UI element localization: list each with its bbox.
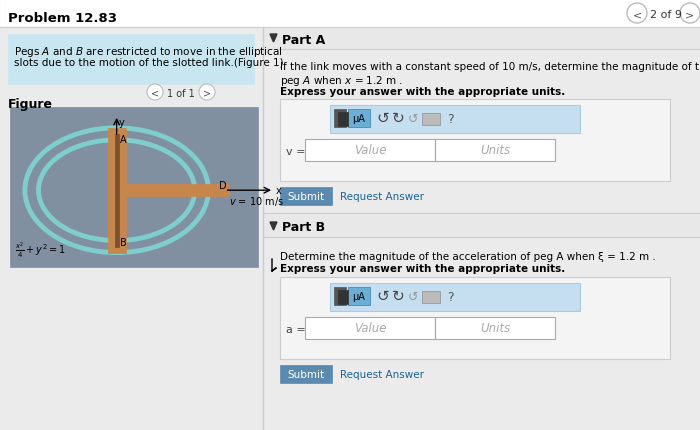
Bar [280, 365, 332, 383]
Circle shape [199, 85, 215, 101]
Text: slots due to the motion of the slotted link.(Figure 1): slots due to the motion of the slotted l… [14, 58, 284, 68]
Text: B: B [120, 237, 127, 247]
Text: Part B: Part B [282, 221, 325, 234]
Text: x: x [276, 186, 281, 196]
Text: v =: v = [286, 147, 305, 157]
Circle shape [627, 4, 647, 24]
Bar [334, 110, 346, 128]
Text: >: > [203, 89, 211, 99]
Text: >: > [685, 10, 694, 20]
Text: Request Answer: Request Answer [340, 191, 424, 202]
Bar [338, 290, 348, 304]
Text: 2 of 9: 2 of 9 [650, 10, 682, 20]
Text: ↺: ↺ [376, 289, 389, 303]
Text: A: A [120, 135, 126, 144]
Text: ↺: ↺ [408, 290, 419, 303]
Text: Submit: Submit [288, 191, 325, 202]
Text: Pegs $\it{A}$ and $\it{B}$ are restricted to move in the elliptical: Pegs $\it{A}$ and $\it{B}$ are restricte… [14, 45, 283, 59]
Text: ?: ? [447, 290, 454, 303]
Text: Figure: Figure [8, 98, 53, 111]
Bar [8, 35, 254, 85]
Text: $\frac{x^2}{4}+y^2=1$: $\frac{x^2}{4}+y^2=1$ [15, 240, 66, 259]
Text: ↺: ↺ [376, 111, 389, 126]
Bar [263, 215, 700, 237]
Text: Problem 12.83: Problem 12.83 [8, 12, 117, 25]
Text: ↺: ↺ [408, 113, 419, 126]
Bar [115, 185, 229, 197]
Bar [263, 28, 700, 50]
Bar [108, 129, 125, 253]
Text: Value: Value [354, 144, 386, 157]
Bar [10, 108, 258, 267]
Text: ↻: ↻ [392, 111, 405, 126]
Text: <: < [151, 89, 159, 99]
Bar [280, 187, 332, 206]
Bar [305, 317, 435, 339]
Bar [334, 287, 346, 305]
Text: y: y [118, 118, 125, 128]
Text: μA: μA [353, 114, 365, 124]
Bar [422, 291, 440, 303]
Circle shape [147, 85, 163, 101]
Text: Units: Units [480, 144, 510, 157]
Text: peg $\it{A}$ when $x$ = 1.2 m .: peg $\it{A}$ when $x$ = 1.2 m . [280, 74, 402, 88]
Text: μA: μA [353, 291, 365, 301]
Bar [280, 100, 670, 181]
Circle shape [680, 4, 700, 24]
Text: a =: a = [286, 324, 306, 334]
Bar [338, 113, 348, 127]
Text: <: < [632, 10, 642, 20]
Text: Express your answer with the appropriate units.: Express your answer with the appropriate… [280, 264, 566, 273]
Bar [0, 0, 700, 28]
Bar [115, 135, 118, 247]
Polygon shape [270, 222, 277, 230]
Bar [422, 114, 440, 126]
Text: Part A: Part A [282, 34, 326, 46]
Text: Request Answer: Request Answer [340, 369, 424, 379]
Bar [305, 140, 435, 162]
Bar [435, 317, 555, 339]
Bar [330, 106, 580, 134]
Text: Determine the magnitude of the acceleration of peg A when ξ = 1.2 m .: Determine the magnitude of the accelerat… [280, 252, 656, 261]
Bar [435, 140, 555, 162]
Bar [348, 110, 370, 128]
Text: Value: Value [354, 322, 386, 335]
Text: If the link moves with a constant speed of 10 m/s, determine the magnitude of th: If the link moves with a constant speed … [280, 62, 700, 72]
Text: ↻: ↻ [392, 289, 405, 303]
Text: Express your answer with the appropriate units.: Express your answer with the appropriate… [280, 87, 566, 97]
Polygon shape [270, 35, 277, 43]
Text: D: D [218, 181, 226, 191]
Text: Units: Units [480, 322, 510, 335]
Bar [330, 283, 580, 311]
Text: ?: ? [447, 113, 454, 126]
Text: Submit: Submit [288, 369, 325, 379]
Text: $v$ = 10 m/s: $v$ = 10 m/s [229, 195, 284, 208]
Bar [348, 287, 370, 305]
Text: 1 of 1: 1 of 1 [167, 89, 195, 99]
Bar [280, 277, 670, 359]
